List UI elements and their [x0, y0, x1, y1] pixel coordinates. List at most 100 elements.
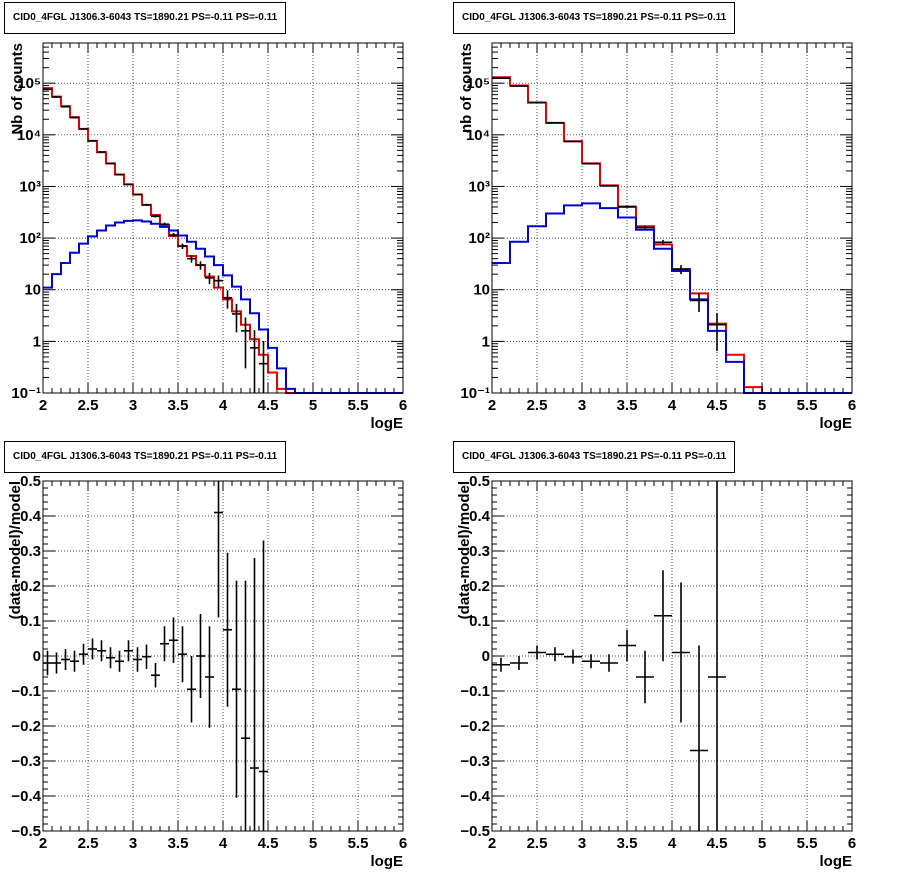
data-point — [259, 340, 268, 393]
residual-point — [205, 626, 214, 728]
chart-panel-bottom-right: 2 2.5 3 3.5 4 4.5 5 5.5 6 −0.5 −0.4 −0.3 −0.2 −0.1 0 0.… — [449, 438, 898, 875]
residual-point — [115, 650, 124, 672]
residual-point — [492, 657, 510, 672]
residual-point — [106, 647, 115, 669]
y-tick-label: 10² — [468, 230, 490, 247]
residual-point — [241, 580, 250, 831]
y-tick-label: −0.2 — [460, 718, 490, 735]
x-tick-label: 5.5 — [348, 835, 369, 852]
x-tick-label: 3.5 — [617, 397, 638, 414]
residual-point — [151, 663, 160, 688]
x-tick-label: 5.5 — [797, 835, 818, 852]
grid — [42, 480, 404, 832]
residual-point — [654, 570, 672, 662]
y-axis-label: Nb of counts — [9, 43, 26, 135]
y-tick-label: −0.5 — [460, 823, 490, 840]
x-tick-label: 4.5 — [707, 397, 728, 414]
residual-point — [142, 644, 151, 669]
x-tick-label: 4 — [668, 835, 677, 852]
x-tick-label: 3 — [578, 397, 586, 414]
x-axis-label: logE — [820, 853, 853, 870]
data-point — [151, 214, 160, 218]
residuals-plot-fine: 2 2.5 3 3.5 4 4.5 5 5.5 6 −0.5 −0.4 −0.3 −0.2 −0.1 0 0.… — [7, 473, 407, 870]
data-point — [654, 239, 672, 245]
data-point — [672, 265, 690, 275]
data-point — [618, 205, 636, 208]
y-tick-label: 10² — [19, 230, 41, 247]
residual-point — [510, 656, 528, 670]
residual-point — [178, 626, 187, 683]
residual-point — [582, 654, 600, 669]
x-tick-label: 6 — [399, 397, 407, 414]
x-tick-label: 5.5 — [797, 397, 818, 414]
data-point — [187, 255, 196, 263]
x-tick-label: 2 — [39, 835, 47, 852]
residual-point — [672, 582, 690, 723]
residual-point — [618, 629, 636, 662]
residual-point — [196, 614, 205, 698]
data-point — [708, 312, 726, 352]
data-point — [600, 184, 618, 187]
x-tick-label: 4 — [219, 397, 228, 414]
residual-point — [79, 643, 88, 665]
residual-point — [708, 481, 726, 831]
data-point — [88, 139, 97, 142]
x-axis-label: logE — [371, 415, 404, 432]
y-tick-label: −0.5 — [11, 823, 41, 840]
x-tick-label: 3 — [578, 835, 586, 852]
y-tick-label: −0.1 — [11, 683, 41, 700]
chart-panel-top-right: 2 2.5 3 3.5 4 4.5 5 5.5 6 10⁻¹ 1 10 10² 10³ 10⁴ 10⁵ logE… — [449, 0, 898, 437]
x-tick-label: 3.5 — [168, 835, 189, 852]
chart-panel-top-left: 2 2.5 3 3.5 4 4.5 5 5.5 6 10⁻¹ 1 10 10² 10³ 10⁴ 10⁵ logE… — [0, 0, 449, 437]
data-point — [232, 303, 241, 333]
y-tick-label: 0.4 — [469, 508, 491, 525]
chart-title: CID0_4FGL J1306.3-6043 TS=1890.21 PS=-0.… — [4, 441, 287, 473]
y-tick-label: −0.4 — [11, 788, 41, 805]
residual-point — [124, 640, 133, 662]
x-tick-label: 4.5 — [707, 835, 728, 852]
residual-point — [70, 650, 79, 672]
chart-title: CID0_4FGL J1306.3-6043 TS=1890.21 PS=-0.… — [453, 2, 736, 34]
residual-point — [232, 580, 241, 798]
chart-title: CID0_4FGL J1306.3-6043 TS=1890.21 PS=-0.… — [4, 2, 287, 34]
x-tick-label: 2 — [488, 397, 496, 414]
x-tick-label: 6 — [848, 397, 856, 414]
y-tick-label: 0.2 — [20, 578, 41, 595]
x-tick-label: 4 — [219, 835, 228, 852]
residual-point — [43, 650, 52, 676]
counts-histogram-fine: 2 2.5 3 3.5 4 4.5 5 5.5 6 10⁻¹ 1 10 10² 10³ 10⁴ 10⁵ logE… — [9, 42, 407, 432]
data-point — [690, 292, 708, 313]
y-tick-label: 0.3 — [20, 543, 41, 560]
residual-point — [564, 649, 582, 664]
residual-point — [250, 558, 259, 831]
x-tick-label: 2.5 — [78, 835, 99, 852]
x-tick-label: 5.5 — [348, 397, 369, 414]
residual-point — [214, 481, 223, 618]
y-tick-label: 10⁴ — [466, 127, 490, 144]
y-tick-label: −0.1 — [460, 683, 490, 700]
data-point — [582, 162, 600, 165]
y-tick-label: 0.5 — [469, 473, 490, 490]
y-tick-label: 10³ — [19, 178, 41, 195]
data-point — [196, 261, 205, 270]
x-tick-label: 5 — [758, 397, 766, 414]
y-tick-label: 10⁻¹ — [11, 385, 41, 402]
residual-point — [160, 626, 169, 662]
x-tick-label: 2.5 — [527, 397, 548, 414]
y-tick-label: 0.3 — [469, 543, 490, 560]
residual-point — [169, 617, 178, 663]
chart-panel-bottom-left: 2 2.5 3 3.5 4 4.5 5 5.5 6 −0.5 −0.4 −0.3 −0.2 −0.1 0 0.… — [0, 438, 449, 875]
y-tick-label: 1 — [33, 333, 41, 350]
x-tick-label: 5 — [309, 397, 317, 414]
data-point — [115, 173, 124, 176]
data-point — [124, 183, 133, 186]
x-tick-label: 3.5 — [168, 397, 189, 414]
y-tick-label: 10³ — [468, 178, 490, 195]
x-tick-label: 4.5 — [258, 835, 279, 852]
residual-point — [259, 540, 268, 831]
data-point — [205, 272, 214, 285]
y-tick-label: 0 — [33, 648, 41, 665]
y-tick-label: 10 — [473, 282, 490, 299]
residual-point — [52, 652, 61, 674]
residual-point — [88, 638, 97, 660]
